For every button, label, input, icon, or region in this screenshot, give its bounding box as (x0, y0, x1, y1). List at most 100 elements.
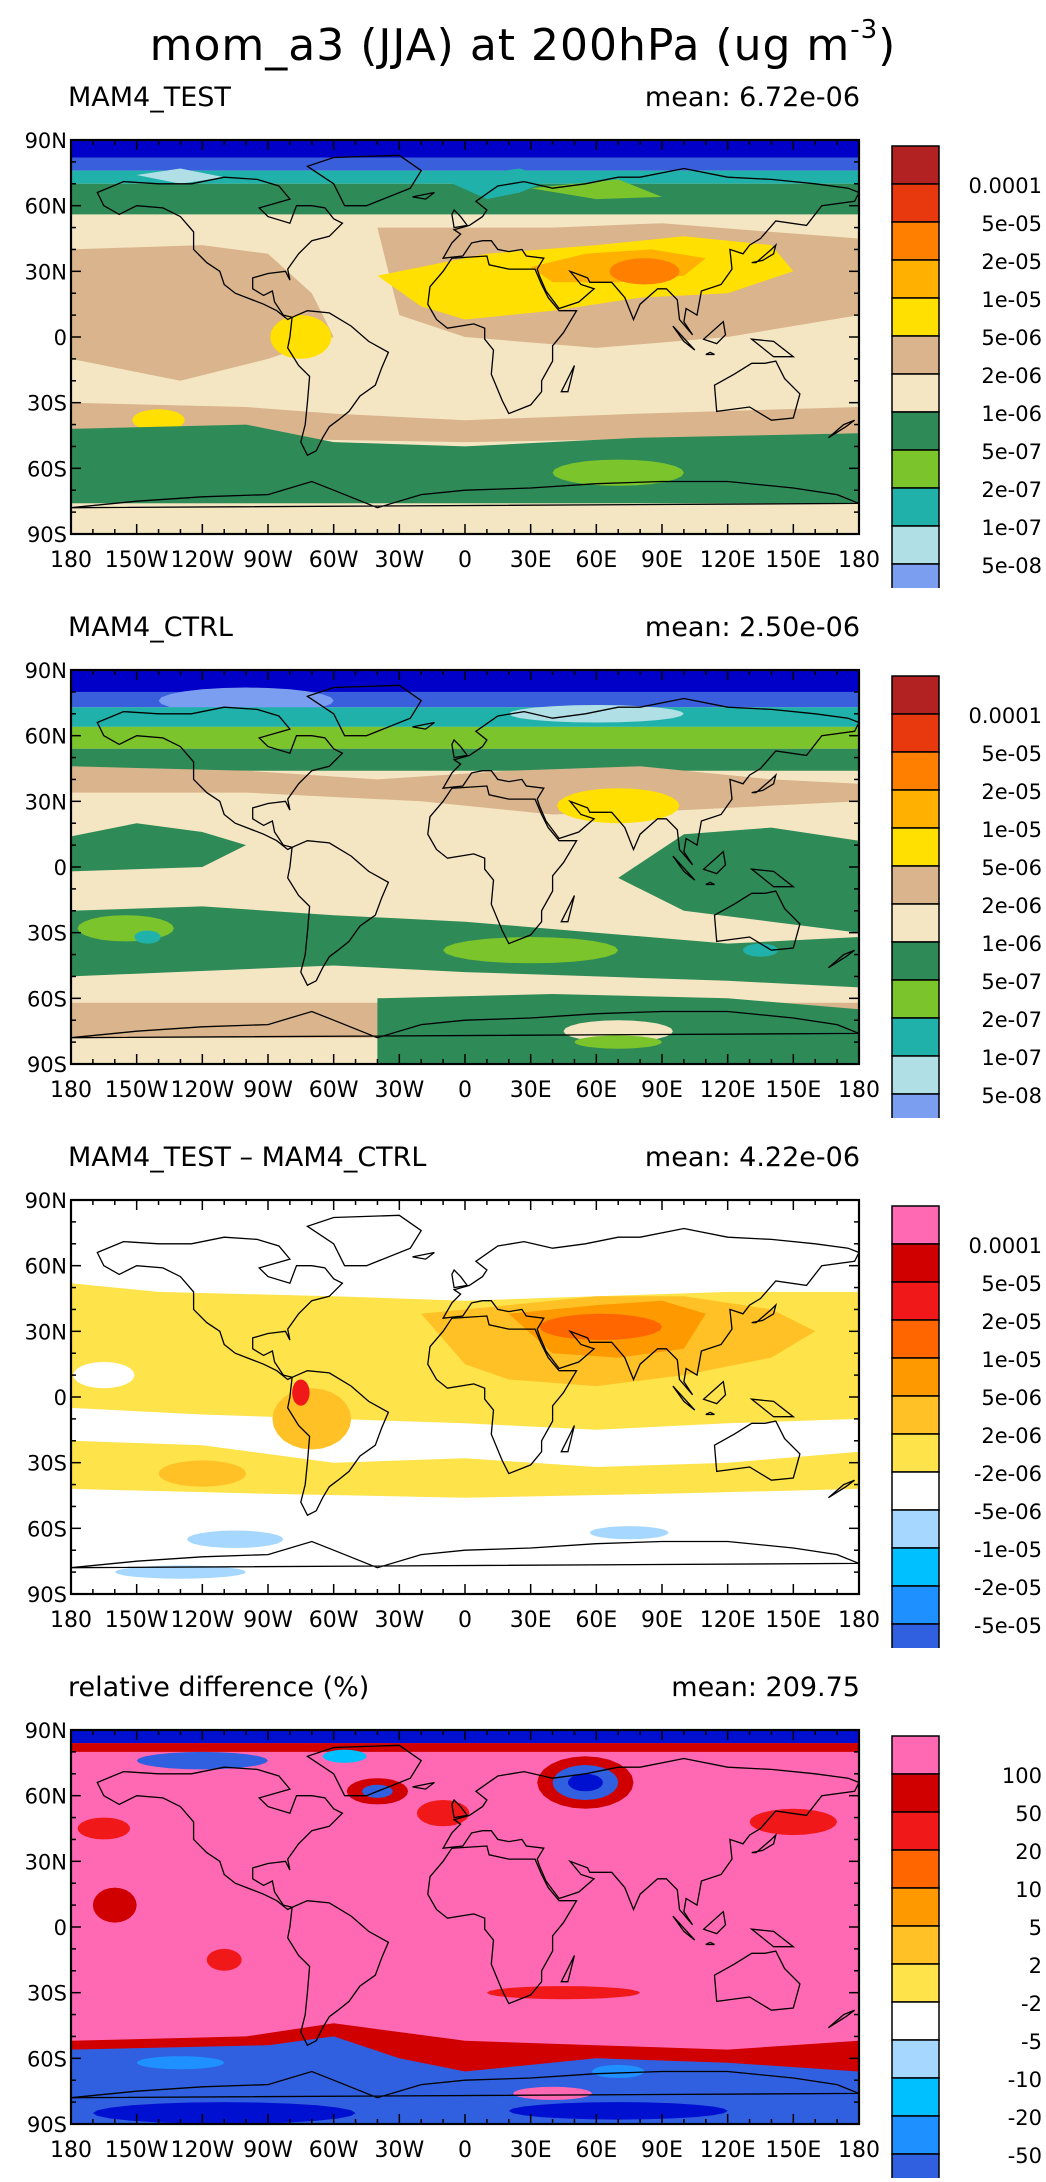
coastline (427, 1315, 578, 1475)
field-region (552, 459, 684, 486)
legend-swatch (891, 2001, 940, 2041)
y-tick-label: 0 (54, 1916, 67, 1940)
panel-mean: mean: 6.72e-06 (644, 82, 860, 113)
x-tick-label: 30W (374, 1608, 424, 1633)
field-region (574, 1035, 662, 1049)
coastline (827, 419, 855, 439)
map-chart: 180 150W 120W 90W 60W 30W 0 30E 60E 90E 120E 150E 18… (25, 1719, 1042, 2182)
field-region (513, 2086, 592, 2100)
panel-mean: mean: 2.50e-06 (644, 612, 860, 643)
field-region (71, 424, 859, 504)
legend-label: 5e-08 (981, 554, 1042, 578)
coastline (71, 1540, 859, 1569)
y-tick-label: 60S (27, 457, 67, 481)
coastline (749, 868, 796, 888)
coastline (305, 1214, 423, 1267)
legend-label: 2e-05 (981, 1310, 1042, 1334)
coastline (705, 1941, 715, 1946)
legend-swatch (891, 487, 940, 527)
legend-swatch (891, 1547, 940, 1587)
panel-title: relative difference (%) (68, 1672, 370, 1703)
legend-swatch (891, 1585, 940, 1625)
legend-swatch (891, 1357, 940, 1397)
field-region (187, 1530, 284, 1548)
y-tick-label: 30S (27, 922, 67, 946)
field-region (73, 1362, 135, 1389)
y-tick-label: 90N (25, 659, 67, 683)
field-region (71, 1440, 859, 1498)
legend-swatch (891, 1887, 940, 1927)
field-region (71, 1743, 859, 1752)
x-tick-label: 180 (50, 1078, 92, 1103)
legend-swatch (891, 259, 940, 299)
coastline (441, 697, 859, 866)
coastline (560, 1425, 576, 1453)
legend-swatch (891, 865, 940, 905)
coastline (451, 1798, 469, 1819)
panel-title: MAM4_TEST (68, 82, 231, 113)
legend-swatch (891, 675, 940, 715)
x-tick-label: 30E (510, 1608, 552, 1633)
x-tick-label: 180 (838, 548, 880, 573)
coastline (412, 1781, 435, 1790)
legend-swatch (891, 1925, 940, 1965)
field-region (272, 1388, 352, 1450)
y-tick-label: 90S (27, 523, 67, 547)
panel-mean: mean: 4.22e-06 (644, 1142, 860, 1173)
x-tick-label: 0 (458, 548, 472, 573)
legend-label: 5e-08 (981, 1084, 1042, 1108)
x-tick-label: 60W (309, 2138, 359, 2163)
legend-label: 0.0001 (969, 174, 1042, 198)
legend-label: 5e-06 (981, 326, 1042, 350)
x-tick-label: 180 (838, 2138, 880, 2163)
legend-swatch (891, 1093, 940, 1133)
field-region (743, 943, 778, 957)
coastline (751, 1303, 777, 1324)
coastline (749, 338, 796, 358)
legend-swatch (891, 411, 940, 451)
coastline (441, 1757, 859, 1926)
x-tick-label: 150E (765, 548, 821, 573)
x-tick-label: 180 (838, 1608, 880, 1633)
field-region (92, 2102, 356, 2124)
x-tick-label: 150W (105, 2138, 169, 2163)
panel-relative-difference: relative difference (%) mean: 209.75 180… (0, 1672, 1046, 2182)
figure-title-close: ) (878, 20, 897, 71)
y-tick-label: 90S (27, 2113, 67, 2137)
legend-label: 1e-07 (981, 516, 1042, 540)
coastline (451, 1268, 469, 1289)
legend-swatch (891, 1319, 940, 1359)
y-tick-label: 90S (27, 1053, 67, 1077)
legend-swatch (891, 297, 940, 337)
x-tick-label: 90W (243, 1608, 293, 1633)
coastline (713, 360, 801, 421)
y-tick-label: 90N (25, 1719, 67, 1743)
legend-swatch (891, 145, 940, 185)
legend-swatch (891, 449, 940, 489)
legend-swatch (891, 525, 940, 565)
field-region (322, 1749, 367, 1763)
legend-label: -2e-05 (974, 1576, 1042, 1600)
field-region (508, 2102, 728, 2120)
field-region (609, 258, 680, 285)
x-tick-label: 90W (243, 2138, 293, 2163)
field-region (92, 1887, 137, 1923)
x-tick-label: 150E (765, 1608, 821, 1633)
coastline (705, 1411, 715, 1416)
y-tick-label: 90N (25, 1189, 67, 1213)
x-tick-label: 60E (575, 2138, 617, 2163)
coastline (96, 1766, 344, 1911)
x-tick-label: 0 (458, 2138, 472, 2163)
coastline (427, 255, 578, 415)
field-region (292, 1379, 310, 1406)
field-region (132, 409, 185, 432)
legend-swatch (891, 2115, 940, 2155)
legend-swatch (891, 1243, 940, 1283)
legend-label: 5e-05 (981, 212, 1042, 236)
legend-label: 1e-06 (981, 402, 1042, 426)
coastline (713, 1420, 801, 1481)
legend-swatch (891, 1735, 940, 1775)
legend-swatch (891, 1395, 940, 1435)
legend-label: -5 (1021, 2030, 1042, 2054)
field-region (71, 726, 859, 749)
